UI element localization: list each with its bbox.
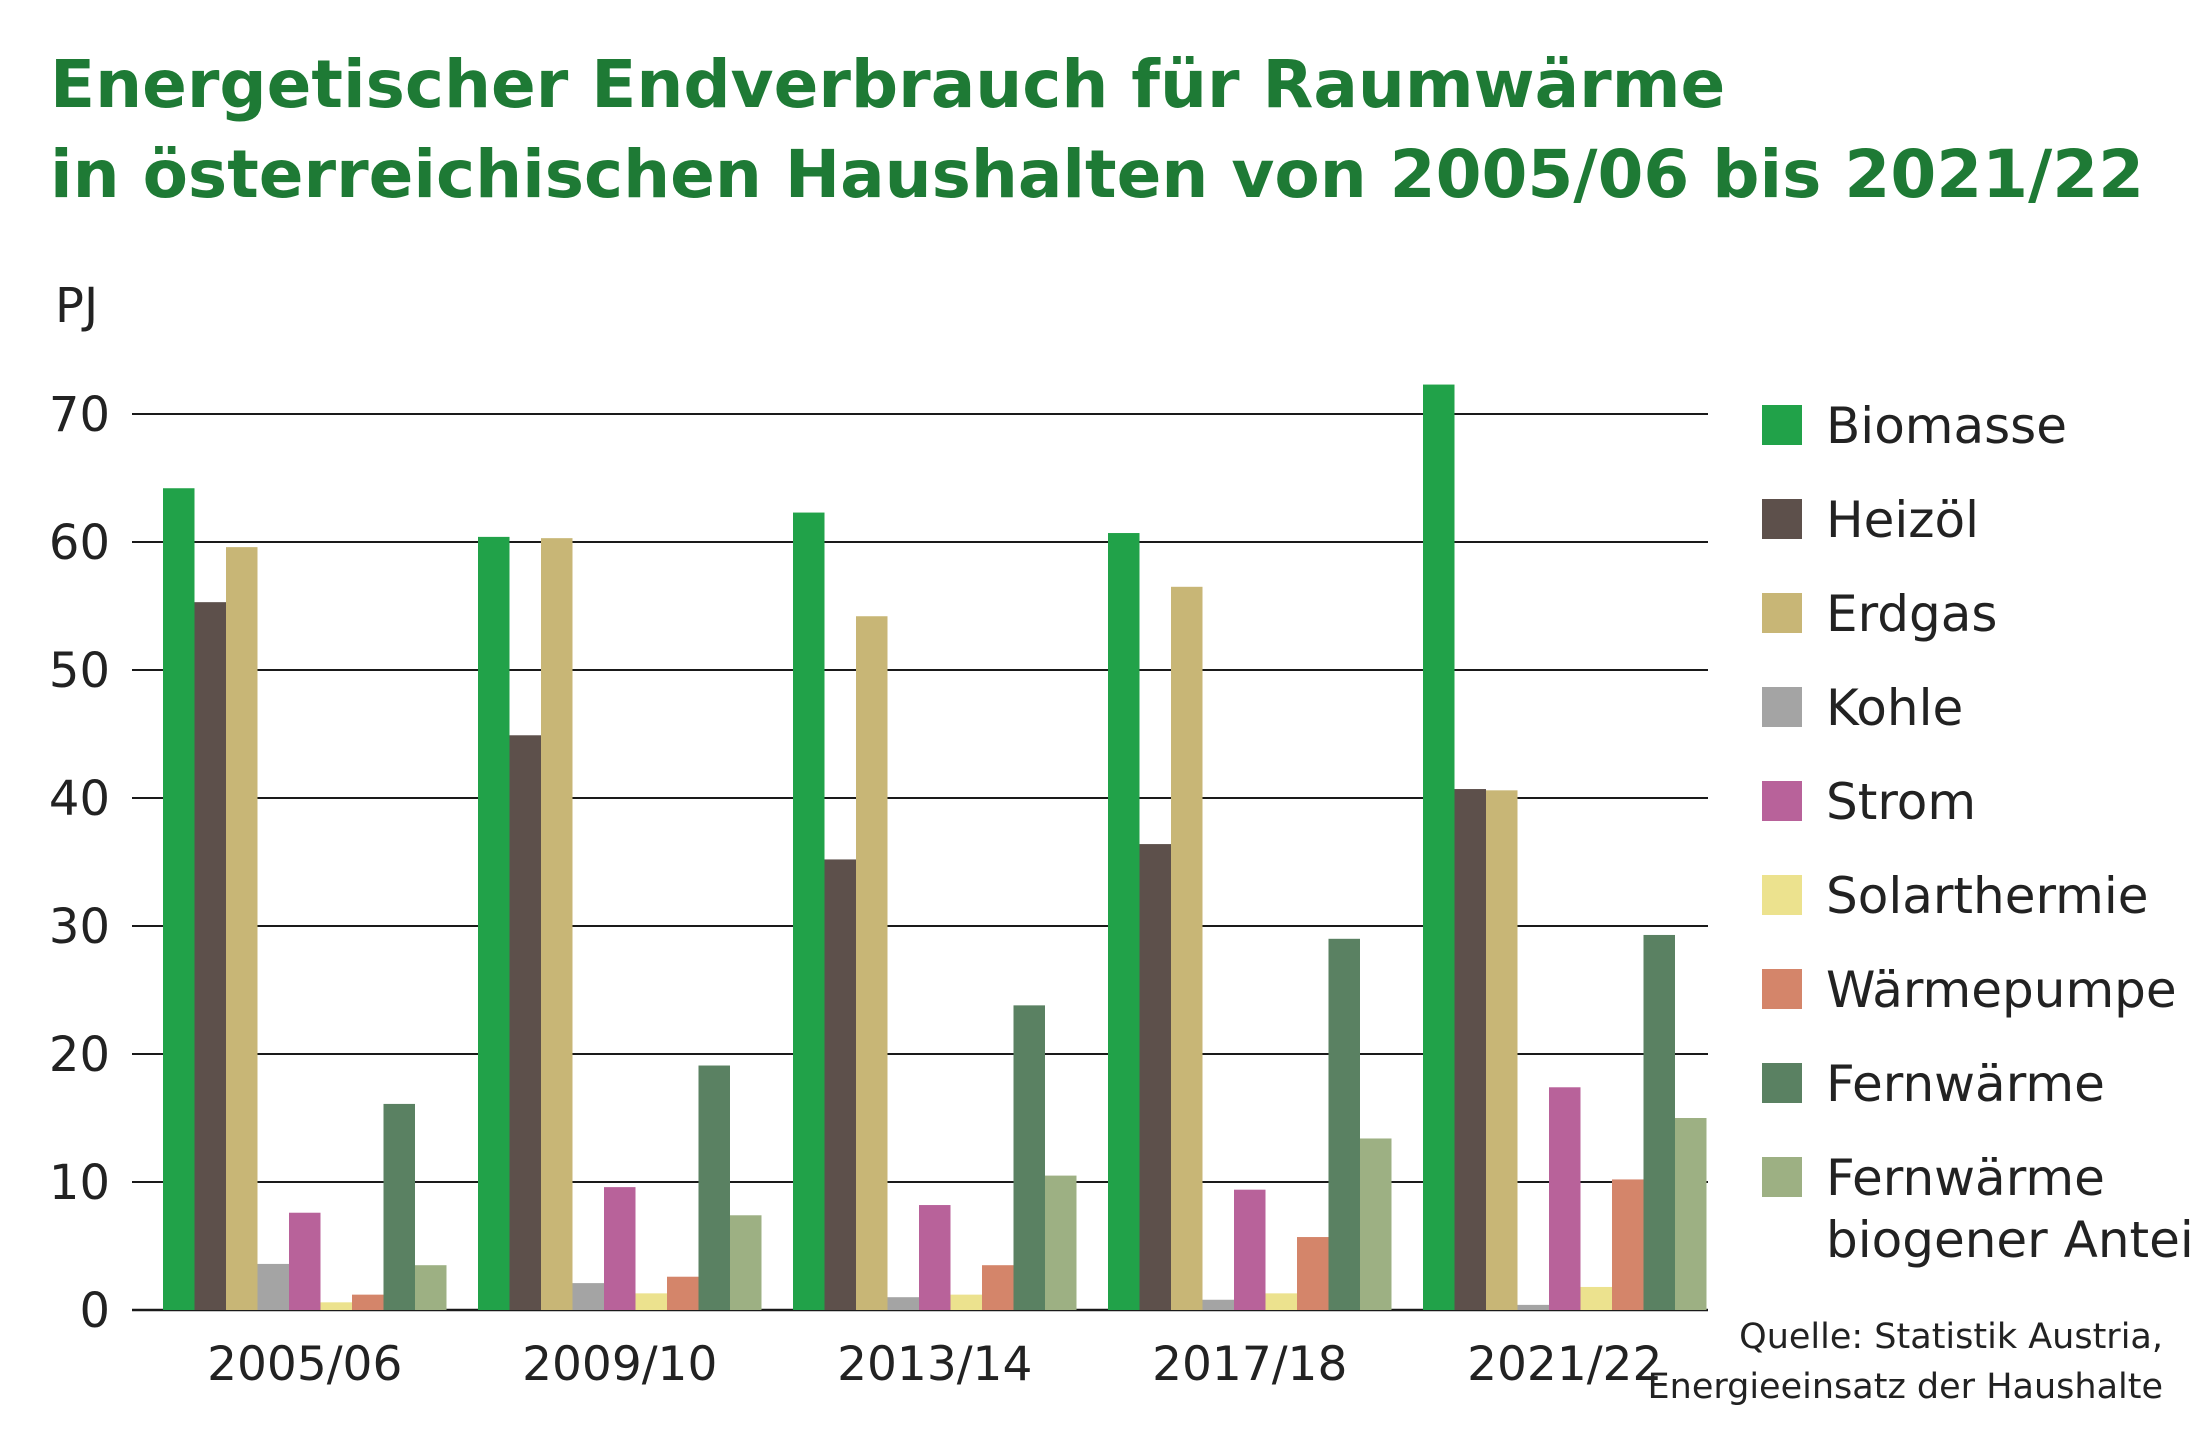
bar-fernwärme-biogener-anteil-2013-14 [1045,1175,1077,1310]
x-tick-label: 2017/18 [1152,1337,1347,1392]
legend-label: Heizöl [1826,489,1979,551]
bar-kohle-2009-10 [572,1283,604,1310]
bar-erdgas-2013-14 [856,616,888,1310]
x-tick-label: 2021/22 [1467,1337,1662,1392]
bar-kohle-2021-22 [1517,1304,1549,1310]
y-tick-labels: 0 10 20 30 40 50 60 70 [49,387,110,1339]
y-tick-label: 70 [49,387,110,443]
legend-label-line: Kohle [1826,679,1964,737]
legend-label-line: Solarthermie [1826,867,2149,925]
legend-label: Fernwärme biogener Anteil [1826,1147,2197,1271]
bar-biomasse-2017-18 [1108,533,1140,1310]
legend-label-line: Biomasse [1826,397,2067,455]
x-tick-labels: 2005/06 2009/10 2013/14 2017/18 2021/22 [207,1337,1662,1392]
bar-erdgas-2021-22 [1486,790,1518,1310]
legend-label: Erdgas [1826,583,1997,645]
y-tick-label: 20 [49,1027,110,1083]
bar-kohle-2017-18 [1202,1299,1234,1310]
bar-kohle-2005-06 [257,1263,289,1310]
legend-swatch [1762,593,1802,633]
bar-wärmepumpe-2005-06 [352,1294,384,1310]
y-tick-label: 30 [49,899,110,955]
bar-fernwärme-biogener-anteil-2021-22 [1675,1118,1707,1310]
source-line-1: Quelle: Statistik Austria, [1739,1317,2163,1357]
bar-biomasse-2005-06 [163,488,195,1310]
y-tick-label: 50 [49,643,110,699]
bar-fernwärme-biogener-anteil-2005-06 [415,1265,447,1310]
bar-fernwärme-2021-22 [1643,934,1675,1310]
bar-heizöl-2013-14 [824,859,856,1310]
chart-title-line-2: in österreichischen Haushalten von 2005/… [50,136,2145,213]
legend-label: Solarthermie [1826,865,2149,927]
bar-fernwärme-2017-18 [1328,938,1360,1310]
legend-swatch [1762,875,1802,915]
bar-heizöl-2005-06 [194,602,226,1310]
bars [163,384,1707,1310]
bar-heizöl-2021-22 [1454,789,1486,1310]
y-tick-label: 40 [49,771,110,827]
bar-wärmepumpe-2013-14 [982,1265,1014,1310]
legend-label-line: Wärmepumpe [1826,961,2177,1019]
y-axis-unit-label: PJ [55,278,99,334]
bar-biomasse-2009-10 [478,536,510,1310]
bar-biomasse-2021-22 [1423,384,1455,1310]
bar-fernwärme-2005-06 [383,1103,415,1310]
bar-erdgas-2017-18 [1171,586,1203,1310]
legend-label: Kohle [1826,677,1963,739]
legend-swatch [1762,499,1802,539]
x-tick-label: 2005/06 [207,1337,402,1392]
legend-label-line: biogener Anteil [1826,1211,2197,1269]
legend-label: Wärmepumpe [1826,959,2177,1021]
bar-strom-2021-22 [1549,1087,1581,1310]
bar-solarthermie-2009-10 [635,1293,667,1310]
legend-label: Biomasse [1826,395,2067,457]
bar-fernwärme-biogener-anteil-2009-10 [730,1215,762,1310]
legend-swatch [1762,781,1802,821]
bar-solarthermie-2021-22 [1580,1286,1612,1310]
legend-swatch [1762,1157,1802,1197]
bar-erdgas-2005-06 [226,547,258,1310]
legend-swatch [1762,1063,1802,1103]
x-tick-label: 2013/14 [837,1337,1032,1392]
legend-label-line: Fernwärme [1826,1149,2105,1207]
bar-biomasse-2013-14 [793,512,825,1310]
bar-heizöl-2017-18 [1139,844,1171,1310]
bar-fernwärme-biogener-anteil-2017-18 [1360,1138,1392,1310]
legend-label: Strom [1826,771,1976,833]
legend-swatch [1762,405,1802,445]
legend-swatch [1762,687,1802,727]
bar-strom-2009-10 [604,1187,636,1310]
bar-erdgas-2009-10 [541,538,573,1310]
bar-wärmepumpe-2021-22 [1612,1179,1644,1310]
bar-wärmepumpe-2017-18 [1297,1237,1329,1310]
bar-solarthermie-2017-18 [1265,1293,1297,1310]
bar-strom-2005-06 [289,1212,321,1310]
bar-wärmepumpe-2009-10 [667,1276,699,1310]
legend-label: Fernwärme [1826,1053,2105,1115]
bar-kohle-2013-14 [887,1297,919,1310]
chart-title-line-1: Energetischer Endverbrauch für Raumwärme [50,46,1726,123]
bar-strom-2013-14 [919,1205,951,1310]
bar-fernwärme-2009-10 [698,1065,730,1310]
bar-fernwärme-2013-14 [1013,1005,1045,1310]
legend-label-line: Erdgas [1826,585,1998,643]
source-note: Quelle: Statistik Austria, Energieeinsat… [1648,1312,2163,1412]
y-tick-label: 10 [49,1155,110,1211]
legend-label-line: Fernwärme [1826,1055,2105,1113]
bar-solarthermie-2005-06 [320,1302,352,1310]
bar-solarthermie-2013-14 [950,1294,982,1310]
chart-title: Energetischer Endverbrauch für Raumwärme… [50,40,2144,220]
legend-label-line: Strom [1826,773,1977,831]
y-tick-label: 0 [79,1283,110,1339]
source-line-2: Energieeinsatz der Haushalte [1647,1367,2163,1407]
y-tick-label: 60 [49,515,110,571]
legend-swatch [1762,969,1802,1009]
bar-strom-2017-18 [1234,1189,1266,1310]
legend-label-line: Heizöl [1826,491,1979,549]
bar-heizöl-2009-10 [509,735,541,1310]
x-tick-label: 2009/10 [522,1337,717,1392]
